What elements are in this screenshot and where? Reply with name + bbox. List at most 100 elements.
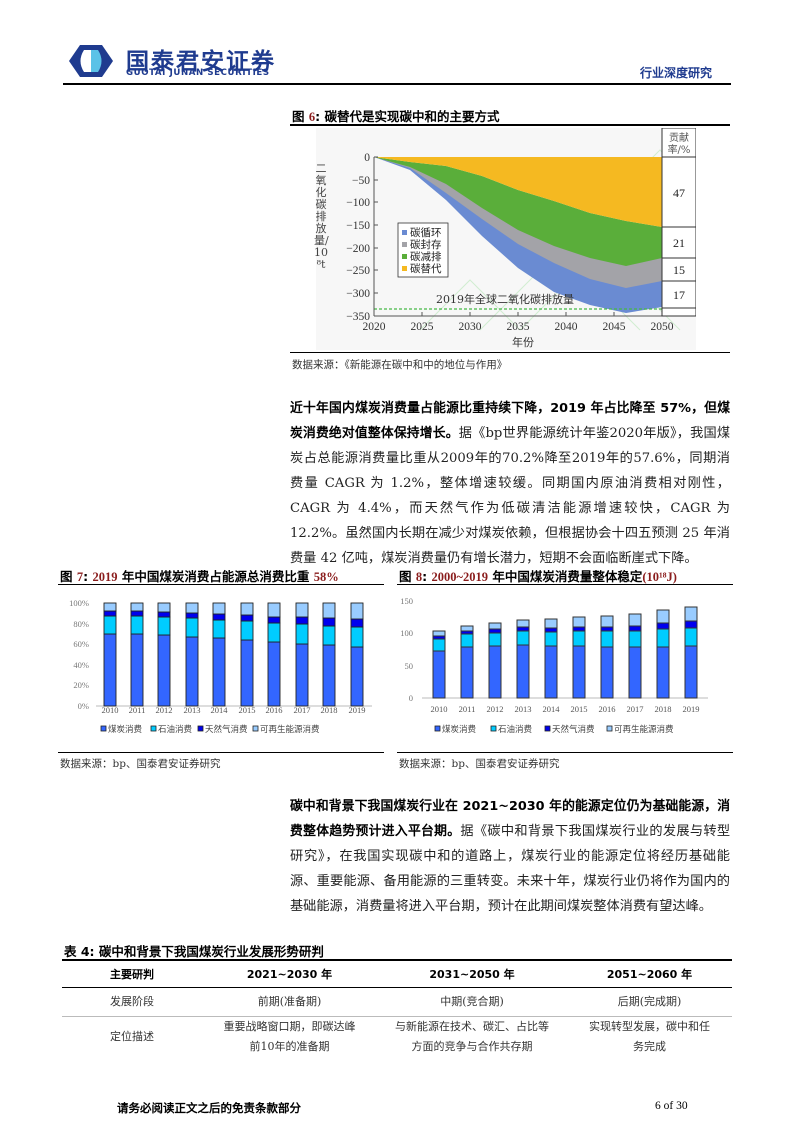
bar-2015 [240,602,254,707]
svg-text:2040: 2040 [555,321,578,333]
figure7-title: 图 7: 2019 年中国煤炭消费占能源总消费比重 58% [60,569,339,584]
bar-2015 [572,616,586,699]
svg-text:2050: 2050 [651,321,674,333]
svg-text:碳减排: 碳减排 [410,250,442,263]
bar-2016 [267,602,281,707]
figure8-source: 数据来源：bp、国泰君安证券研究 [399,758,560,770]
table4-title: 表 4: 碳中和背景下我国煤炭行业发展形势研判 [64,944,324,959]
logo-mark-icon [69,45,113,77]
svg-text:可再生能源消费: 可再生能源消费 [260,724,320,735]
table-cell: 中期(竞合期) [377,987,567,1017]
bar-2011 [130,602,144,707]
company-logo: 国泰君安证券 GUOTAI JUNAN SECURITIES [68,40,298,82]
svg-text:2025: 2025 [411,321,434,333]
svg-text:20%: 20% [73,680,89,690]
figure6-xlabel: 年份 [512,336,534,349]
svg-text:−200: −200 [346,243,370,255]
svg-text:15: 15 [673,263,685,277]
section-tag: 行业深度研究 [640,66,713,80]
svg-text:50: 50 [405,661,414,671]
bar-2013 [185,602,199,707]
paragraph-coal-share: 近十年国内煤炭消费量占能源比重持续下降，2019 年占比降至 57%，但煤炭消费… [290,396,730,571]
svg-text:2019: 2019 [683,704,700,714]
svg-text:0%: 0% [78,701,89,711]
svg-text:2013: 2013 [184,705,201,715]
svg-text:100: 100 [400,628,413,638]
logo-text-cn: 国泰君安证券 [126,49,276,75]
bar-2019 [684,606,698,699]
figure7-source: 数据来源：bp、国泰君安证券研究 [60,758,221,770]
bar-2010 [432,630,446,699]
logo-text-en: GUOTAI JUNAN SECURITIES [126,68,270,78]
svg-text:天然气消费: 天然气消费 [205,724,248,735]
page-number: 6 of 30 [655,1100,688,1112]
svg-text:−300: −300 [346,288,370,300]
svg-text:2014: 2014 [543,704,561,714]
svg-text:47: 47 [673,186,685,200]
table-cell: 重要战略窗口期，即碳达峰前10年的准备期 [223,1020,356,1053]
table-cell: 与新能源在技术、碳汇、占比等方面的竞争与合作共存期 [395,1020,549,1053]
svg-text:贡献: 贡献 [669,131,689,144]
table-header-cell: 2051~2060 年 [567,961,732,988]
figure8-stacked-bar-chart: 150 100 50 0 [400,596,708,735]
svg-text:60%: 60% [73,639,89,649]
svg-text:2015: 2015 [239,705,256,715]
bar-2017 [295,602,309,707]
svg-text:2017: 2017 [627,704,644,714]
svg-text:碳替代: 碳替代 [410,262,442,275]
figure6-bottom-rule [290,352,730,353]
figure7-rule [58,584,384,586]
table-row: 定位描述 重要战略窗口期，即碳达峰前10年的准备期 与新能源在技术、碳汇、占比等… [62,1017,732,1058]
table4-top-rule [62,959,732,961]
svg-text:2017: 2017 [294,705,311,715]
bar-2019 [350,602,364,707]
svg-text:100%: 100% [69,598,89,608]
figure6-baseline-label: 2019年全球二氧化碳排放量 [436,293,574,306]
table-header-cell: 2021~2030 年 [202,961,377,988]
svg-text:2020: 2020 [363,321,386,333]
svg-text:2014: 2014 [211,705,229,715]
figure8-bottom-rule [397,752,733,753]
paragraph-coal-share-lead: 近十年国内煤炭消费量占能源比重持续下降，2019 年占比降至 57%，但煤炭消费… [290,401,730,441]
figure7-bottom-rule [58,752,384,753]
bar-2010 [103,602,117,707]
bar-2014 [544,618,558,699]
svg-text:2018: 2018 [321,705,338,715]
figure6-chart: 47 21 15 17 贡献 率/% 0 −50 −100 −150 −200 … [314,128,696,350]
table-cell: 发展阶段 [62,987,202,1017]
svg-text:天然气消费: 天然气消费 [552,724,595,735]
svg-text:0: 0 [364,152,370,164]
svg-text:2012: 2012 [156,705,173,715]
figure6-ylabel: 二氧化碳排放量/10⁸t [314,162,329,271]
table-header-row: 主要研判 2021~2030 年 2031~2050 年 2051~2060 年 [62,961,732,988]
figure6-area-chart: 47 21 15 17 贡献 率/% 0 −50 −100 −150 −200 … [346,128,696,333]
figure8-title: 图 8: 2000~2019 年中国煤炭消费量整体稳定(10¹⁸J) [399,569,677,584]
svg-text:2035: 2035 [507,321,530,333]
table-header-cell: 2031~2050 年 [377,961,567,988]
figure6-source: 数据来源：《新能源在碳中和中的地位与作用》 [292,359,508,371]
header-divider [63,83,731,85]
svg-text:150: 150 [400,596,413,606]
svg-text:2011: 2011 [459,704,476,714]
svg-text:17: 17 [673,288,685,302]
svg-text:2010: 2010 [102,705,119,715]
figure7-stacked-bar-chart: 100% 80% 60% 40% 20% 0% [69,598,372,735]
bar-2012 [157,602,171,707]
table-row: 发展阶段 前期(准备期) 中期(竞合期) 后期(完成期) [62,987,732,1017]
footer-disclaimer: 请务必阅读正文之后的免责条款部分 [117,1101,301,1115]
svg-text:2010: 2010 [431,704,448,714]
paragraph-coal-positioning: 碳中和背景下我国煤炭行业在 2021~2030 年的能源定位仍为基础能源，消费整… [290,794,730,919]
bar-2018 [656,609,670,699]
bar-2013 [516,619,530,699]
svg-text:碳循环: 碳循环 [410,226,442,239]
svg-text:2019: 2019 [349,705,366,715]
paragraph-coal-share-body: 据《bp世界能源统计年鉴2020年版》，我国煤炭占总能源消费量比重从2009年的… [290,426,731,566]
svg-text:2018: 2018 [655,704,672,714]
svg-text:40%: 40% [73,660,89,670]
bar-2018 [322,602,336,707]
svg-text:2045: 2045 [603,321,626,333]
bar-2012 [488,622,502,699]
table-cell: 实现转型发展，碳中和任务完成 [589,1020,710,1053]
bar-2017 [628,613,642,699]
svg-text:2015: 2015 [571,704,588,714]
